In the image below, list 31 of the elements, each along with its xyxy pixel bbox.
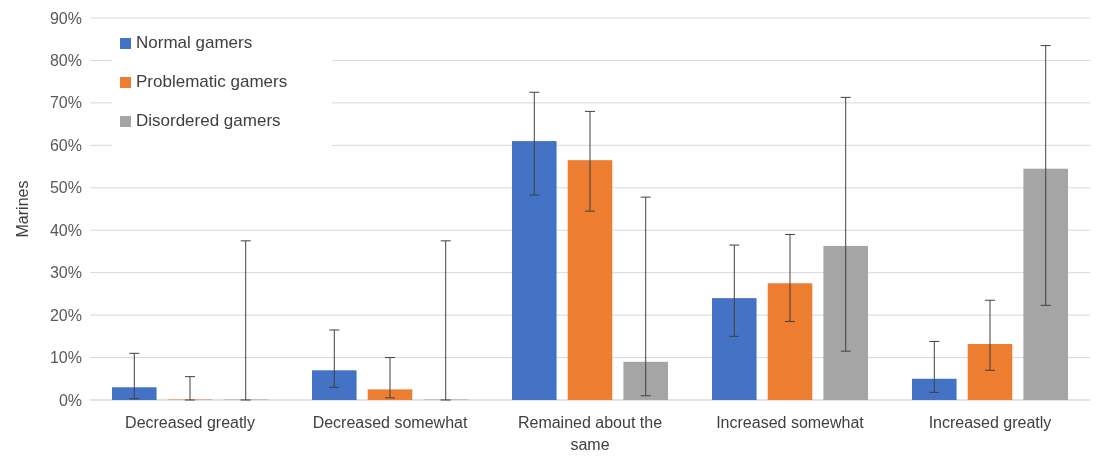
y-tick-label: 50%: [49, 179, 82, 197]
y-tick-label: 90%: [49, 9, 82, 27]
y-axis-title: Marines: [14, 180, 31, 238]
legend-label: Normal gamers: [136, 33, 253, 52]
y-tick-label: 20%: [49, 306, 82, 324]
y-tick-label: 40%: [49, 221, 82, 239]
x-tick-label: Increased greatly: [928, 414, 1052, 431]
y-tick-label: 80%: [49, 52, 82, 70]
bar: [823, 245, 868, 400]
bar: [112, 387, 157, 400]
bar: [312, 370, 357, 400]
x-tick-label: Decreased greatly: [125, 414, 255, 431]
y-tick-label: 60%: [49, 136, 82, 154]
y-tick-label: 30%: [49, 264, 82, 282]
y-tick-label: 70%: [49, 94, 82, 112]
bar: [912, 378, 957, 400]
bar: [1023, 168, 1068, 400]
bar: [712, 298, 757, 400]
legend-label: Disordered gamers: [136, 111, 281, 130]
y-tick-label: 10%: [49, 349, 82, 367]
legend-label: Problematic gamers: [136, 72, 288, 91]
bar: [567, 160, 613, 400]
bar: [767, 283, 813, 400]
x-tick-label: Remained about the same: [517, 414, 663, 453]
y-tick-label: 0%: [58, 391, 82, 409]
bar: [623, 361, 668, 400]
bar: [512, 141, 557, 400]
x-tick-label: Decreased somewhat: [312, 414, 468, 431]
x-tick-label: Increased somewhat: [716, 414, 865, 431]
bar: [967, 343, 1013, 400]
bar: [367, 389, 413, 400]
